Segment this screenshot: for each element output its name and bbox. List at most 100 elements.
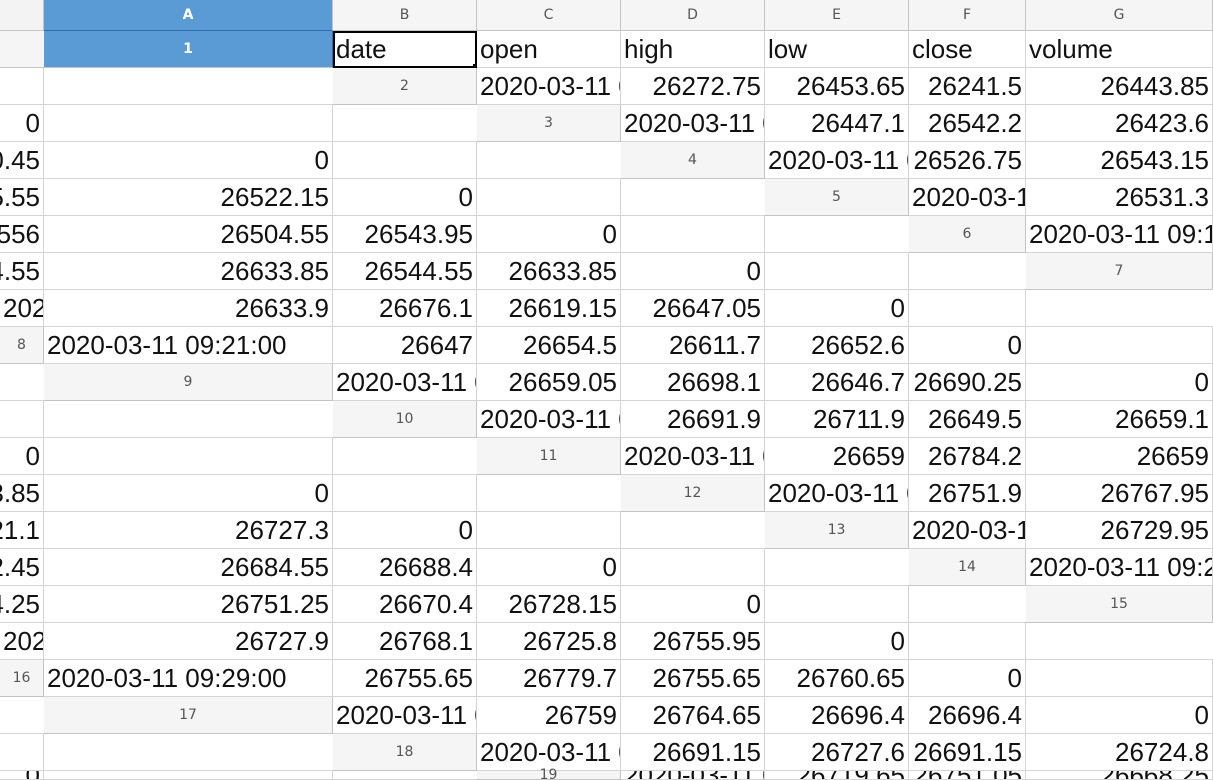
column-header-d[interactable]: D [621,0,765,31]
table-cell[interactable]: 26755.65 [621,660,765,697]
table-cell[interactable] [0,734,44,771]
fill-handle[interactable] [473,64,476,67]
column-header-b[interactable]: B [333,0,477,31]
table-cell[interactable]: 26742.45 [0,549,44,586]
table-cell[interactable]: 26696.4 [909,697,1026,734]
table-cell[interactable]: 0 [333,512,477,549]
table-cell[interactable]: 26711.9 [765,401,909,438]
table-cell[interactable] [44,105,333,142]
table-cell[interactable]: 0 [333,179,477,216]
table-cell[interactable]: 26543.95 [333,216,477,253]
column-header-g[interactable]: G [1026,0,1213,31]
table-cell[interactable]: 26691.9 [621,401,765,438]
table-cell[interactable]: 26698.1 [621,364,765,401]
table-cell[interactable]: 2020-03-11 09:20:00 [0,290,44,327]
table-cell[interactable]: 26619.15 [477,290,621,327]
table-cell[interactable]: 26659 [765,438,909,475]
row-header-15[interactable]: 15 [1026,586,1213,623]
table-cell[interactable]: 26727.6 [765,734,909,771]
table-cell[interactable]: 26633.9 [44,290,333,327]
table-cell[interactable]: 26447.1 [765,105,909,142]
row-header-19[interactable]: 19 [477,767,621,780]
table-cell[interactable]: 26690.25 [909,364,1026,401]
table-cell[interactable]: 26751.9 [909,475,1026,512]
table-cell[interactable]: 0 [477,216,621,253]
table-cell[interactable]: 2020-03-11 09:26:00 [909,512,1026,549]
table-cell[interactable]: 26241.5 [909,68,1026,105]
table-cell[interactable]: 26751.05 [909,771,1026,780]
row-header-5[interactable]: 5 [765,179,909,216]
table-cell[interactable] [44,438,333,475]
table-cell[interactable]: 26556 [0,216,44,253]
table-cell[interactable]: 26728.15 [477,586,621,623]
table-cell[interactable]: 0 [765,623,909,660]
table-cell[interactable]: 26544.55 [0,253,44,290]
table-cell[interactable]: 26670.4 [333,586,477,623]
table-cell[interactable]: 26272.75 [621,68,765,105]
table-cell[interactable]: 26531.3 [1026,179,1213,216]
table-cell[interactable]: 26668.25 [1026,771,1213,780]
table-cell[interactable]: 26443.85 [1026,68,1213,105]
table-cell[interactable]: 26753.85 [0,475,44,512]
table-cell[interactable]: 26526.75 [909,142,1026,179]
table-cell[interactable]: 26688.4 [333,549,477,586]
table-cell[interactable]: 2020-03-11 09:27:00 [1026,549,1213,586]
table-cell[interactable]: 26543.15 [1026,142,1213,179]
table-cell[interactable]: 26649.5 [909,401,1026,438]
table-cell[interactable]: 26759 [477,697,621,734]
table-cell[interactable]: 2020-03-11 09:18:00 [909,179,1026,216]
table-cell[interactable] [0,401,44,438]
table-cell[interactable]: 2020-03-11 09:32:00 [621,771,765,780]
table-cell[interactable]: 26727.9 [44,623,333,660]
header-cell[interactable] [0,68,44,105]
table-cell[interactable]: 26453.65 [765,68,909,105]
table-cell[interactable] [621,549,765,586]
table-cell[interactable] [1026,327,1213,364]
row-header-1[interactable]: 1 [44,31,333,68]
table-cell[interactable]: 26676.1 [333,290,477,327]
row-header-6[interactable]: 6 [909,216,1026,253]
row-header-13[interactable]: 13 [765,512,909,549]
column-header-c[interactable]: C [477,0,621,31]
table-cell[interactable]: 26654.5 [477,327,621,364]
table-cell[interactable]: 26724.8 [1026,734,1213,771]
table-cell[interactable]: 26729.95 [1026,512,1213,549]
table-cell[interactable]: 26767.95 [1026,475,1213,512]
column-header-a[interactable]: A [44,0,333,31]
table-cell[interactable]: 26691.15 [621,734,765,771]
table-cell[interactable] [909,290,1026,327]
table-cell[interactable] [44,771,333,780]
table-cell[interactable]: 0 [909,660,1026,697]
table-cell[interactable] [1026,660,1213,697]
table-cell[interactable]: 0 [0,771,44,780]
table-cell[interactable] [477,179,621,216]
table-cell[interactable]: 0 [909,327,1026,364]
table-cell[interactable]: 26755.95 [621,623,765,660]
table-cell[interactable]: 2020-03-11 09:30:00 [333,697,477,734]
table-cell[interactable]: 26721.1 [0,512,44,549]
table-cell[interactable]: 0 [0,438,44,475]
table-cell[interactable]: 0 [0,105,44,142]
table-cell[interactable]: 26647.05 [621,290,765,327]
table-cell[interactable]: 26751.25 [44,586,333,623]
table-cell[interactable] [621,216,765,253]
table-cell[interactable]: 0 [621,253,765,290]
table-cell[interactable] [477,512,621,549]
table-cell[interactable] [765,253,909,290]
table-cell[interactable]: 26504.55 [44,216,333,253]
row-header-14[interactable]: 14 [909,549,1026,586]
table-cell[interactable]: 2020-03-11 09:17:00 [765,142,909,179]
table-cell[interactable]: 26696.4 [765,697,909,734]
header-cell[interactable]: volume [1026,31,1213,68]
table-cell[interactable]: 2020-03-11 09:19:00 [1026,216,1213,253]
row-header-3[interactable]: 3 [477,105,621,142]
table-cell[interactable] [333,475,477,512]
row-header-18[interactable]: 18 [333,734,477,771]
table-cell[interactable]: 26684.55 [44,549,333,586]
row-header-7[interactable]: 7 [1026,253,1213,290]
row-header-8[interactable]: 8 [0,327,44,364]
table-cell[interactable]: 26465.55 [0,179,44,216]
table-cell[interactable]: 26633.85 [44,253,333,290]
table-cell[interactable]: 26719.65 [765,771,909,780]
